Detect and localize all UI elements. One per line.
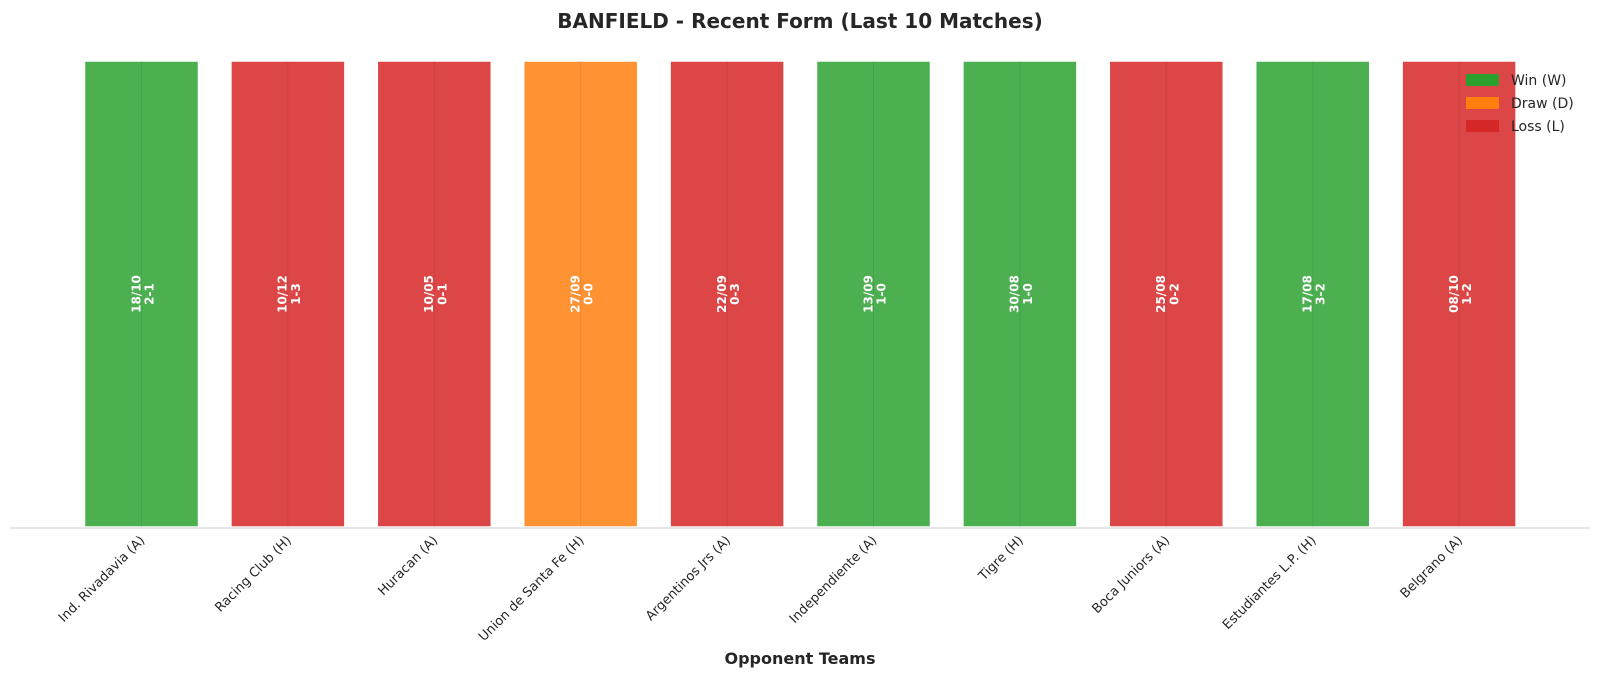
bar-label: 25/080-2 [1154, 275, 1181, 313]
bar-7 [962, 60, 1078, 528]
bar-label: 17/083-2 [1301, 275, 1328, 313]
x-axis-title: Opponent Teams [725, 649, 876, 668]
chart-title: BANFIELD - Recent Form (Last 10 Matches) [557, 9, 1042, 33]
bar-date-label: 13/09 [861, 275, 875, 313]
bar-4 [522, 60, 639, 528]
bar-9 [1254, 60, 1371, 528]
legend-label-d: Draw (D) [1511, 96, 1574, 112]
bar-date-label: 18/10 [129, 275, 143, 313]
bar-score-label: 1-3 [289, 283, 303, 305]
bars-group: 18/102-1 10/121-3 10/050-1 27/090-0 22/090-3… [83, 60, 1517, 528]
bar-date-label: 22/09 [715, 275, 729, 313]
legend-label-w: Win (W) [1511, 73, 1567, 89]
x-tick-label: Ind. Rivadavia (A) [56, 533, 148, 625]
legend: Win (W) Draw (D) Loss (L) [1466, 73, 1574, 135]
bar-score-label: 0-1 [435, 283, 449, 305]
bar-score-label: 0-0 [582, 283, 596, 305]
bar-score-label: 1-2 [1460, 283, 1474, 305]
bar-label: 22/090-3 [715, 275, 742, 313]
bar-label: 18/102-1 [129, 275, 156, 313]
bar-label: 10/050-1 [422, 275, 449, 313]
bar-score-label: 2-1 [143, 283, 157, 305]
bar-label: 27/090-0 [569, 275, 596, 313]
bar-label: 30/081-0 [1008, 275, 1035, 313]
bar-1 [83, 60, 200, 528]
bar-score-label: 1-0 [875, 283, 889, 305]
x-tick-label: Belgrano (A) [1398, 533, 1466, 601]
bar-date-label: 30/08 [1008, 275, 1022, 313]
bar-date-label: 10/05 [422, 275, 436, 313]
bar-score-label: 3-2 [1314, 283, 1328, 305]
bar-label: 08/101-2 [1447, 275, 1474, 313]
bar-2 [230, 60, 346, 528]
bar-5 [669, 60, 785, 528]
bar-10 [1401, 60, 1517, 528]
x-tick-label: Independiente (A) [787, 533, 880, 626]
x-tick-label: Argentinos Jrs (A) [643, 533, 734, 624]
bar-label: 10/121-3 [276, 275, 303, 313]
bar-date-label: 25/08 [1154, 275, 1168, 313]
legend-swatch-l [1466, 120, 1499, 132]
x-tick-label: Estudiantes L.P. (H) [1220, 533, 1320, 633]
x-tick-label: Racing Club (H) [212, 533, 294, 615]
bar-3 [376, 60, 493, 528]
bar-score-label: 1-0 [1021, 283, 1035, 305]
x-tick-label: Huracan (A) [375, 533, 441, 599]
legend-swatch-w [1466, 74, 1499, 86]
bar-date-label: 10/12 [276, 275, 290, 313]
legend-swatch-d [1466, 97, 1499, 109]
x-tick-label: Union de Santa Fe (H) [476, 533, 587, 644]
x-tick-labels-group: Ind. Rivadavia (A) Racing Club (H) Huracan… [56, 533, 1466, 644]
bar-date-label: 08/10 [1447, 275, 1461, 313]
bar-6 [815, 60, 932, 528]
x-tick-label: Boca Juniors (A) [1089, 533, 1173, 617]
x-tick-label: Tigre (H) [975, 533, 1026, 584]
bar-label: 13/091-0 [861, 275, 888, 313]
legend-label-l: Loss (L) [1511, 119, 1565, 135]
bar-score-label: 0-3 [728, 283, 742, 305]
bar-date-label: 17/08 [1301, 275, 1315, 313]
bar-score-label: 0-2 [1167, 283, 1181, 305]
bar-date-label: 27/09 [569, 275, 583, 313]
bar-8 [1108, 60, 1225, 528]
